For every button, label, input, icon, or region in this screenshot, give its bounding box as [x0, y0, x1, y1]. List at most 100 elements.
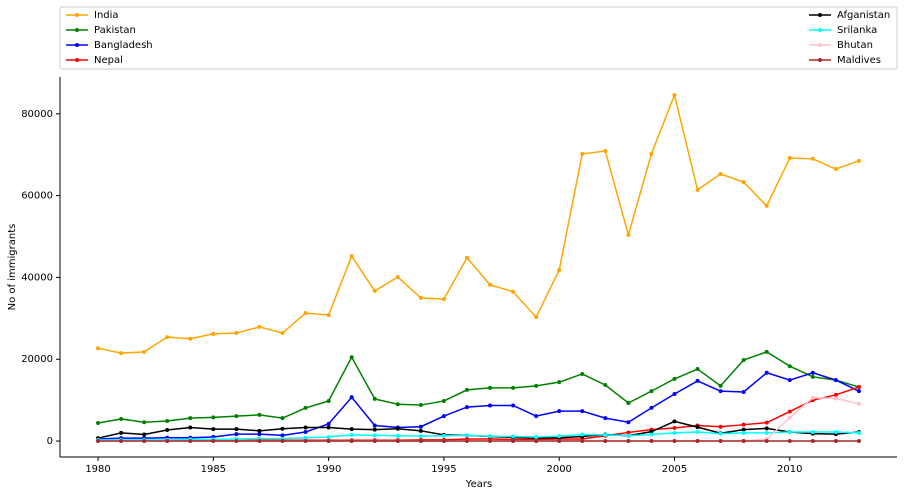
point	[119, 439, 124, 444]
point	[787, 430, 792, 435]
point	[649, 389, 654, 394]
point	[672, 425, 677, 430]
point	[580, 409, 585, 414]
point	[257, 432, 262, 437]
point	[488, 282, 493, 287]
point	[741, 389, 746, 394]
point	[326, 439, 331, 444]
point	[280, 433, 285, 438]
y-axis-label: No of immigrants	[7, 224, 18, 311]
point	[188, 439, 193, 444]
y-tick-label: 20000	[21, 354, 53, 365]
point	[557, 380, 562, 385]
point	[142, 420, 147, 425]
point	[211, 427, 216, 432]
point	[395, 402, 400, 407]
point	[372, 433, 377, 438]
point	[695, 430, 700, 435]
point	[441, 433, 446, 438]
x-tick-label: 1990	[316, 464, 341, 475]
point	[534, 315, 539, 320]
point	[441, 414, 446, 419]
point	[349, 254, 354, 259]
point	[626, 430, 631, 435]
point	[603, 383, 608, 388]
series-line	[98, 431, 859, 441]
point	[511, 403, 516, 408]
point	[741, 439, 746, 444]
legend-item: Maldives	[809, 55, 881, 66]
point	[626, 420, 631, 425]
point	[464, 405, 469, 410]
point	[142, 432, 147, 437]
point	[418, 424, 423, 429]
point	[718, 171, 723, 176]
point	[534, 439, 539, 444]
point	[488, 403, 493, 408]
x-axis-label: Years	[465, 479, 492, 490]
point	[787, 409, 792, 414]
point	[280, 439, 285, 444]
point	[418, 428, 423, 433]
point	[741, 180, 746, 185]
point	[418, 434, 423, 439]
point	[464, 387, 469, 392]
legend-label: Afganistan	[837, 10, 890, 21]
legend-label: Srilanka	[837, 25, 877, 36]
series-line	[97, 351, 860, 424]
x-tick-label: 2000	[546, 464, 571, 475]
point	[649, 439, 654, 444]
point	[626, 232, 631, 237]
x-tick-label: 1995	[431, 464, 456, 475]
point	[764, 439, 769, 444]
point	[810, 430, 815, 435]
point	[326, 425, 331, 430]
x-tick-label: 1980	[85, 464, 110, 475]
point	[833, 392, 838, 397]
point	[764, 430, 769, 435]
x-tick-label: 1985	[201, 464, 226, 475]
point	[326, 313, 331, 318]
point	[787, 415, 792, 420]
point	[810, 370, 815, 375]
point	[326, 398, 331, 403]
legend-label: India	[94, 10, 119, 21]
point	[672, 392, 677, 397]
point	[119, 351, 124, 356]
point	[557, 268, 562, 273]
point	[395, 275, 400, 280]
point	[511, 439, 516, 444]
point	[833, 378, 838, 383]
point	[234, 439, 239, 444]
point	[764, 349, 769, 354]
y-tick-label: 40000	[21, 272, 53, 283]
point	[626, 401, 631, 406]
point	[695, 367, 700, 372]
point	[695, 378, 700, 383]
legend-item: Nepal	[66, 55, 123, 66]
x-tick-label: 2005	[662, 464, 687, 475]
point	[695, 187, 700, 192]
point	[211, 331, 216, 336]
point	[349, 439, 354, 444]
legend-marker	[75, 13, 79, 17]
point	[418, 439, 423, 444]
point	[603, 439, 608, 444]
point	[96, 439, 101, 444]
point	[303, 439, 308, 444]
point	[464, 439, 469, 444]
point	[741, 422, 746, 427]
point	[810, 156, 815, 161]
point	[672, 439, 677, 444]
point	[764, 420, 769, 425]
point	[649, 151, 654, 156]
point	[810, 439, 815, 444]
legend-marker	[818, 58, 822, 62]
point	[603, 149, 608, 154]
point	[188, 336, 193, 341]
point	[787, 364, 792, 369]
point	[580, 439, 585, 444]
point	[511, 434, 516, 439]
point	[372, 427, 377, 432]
